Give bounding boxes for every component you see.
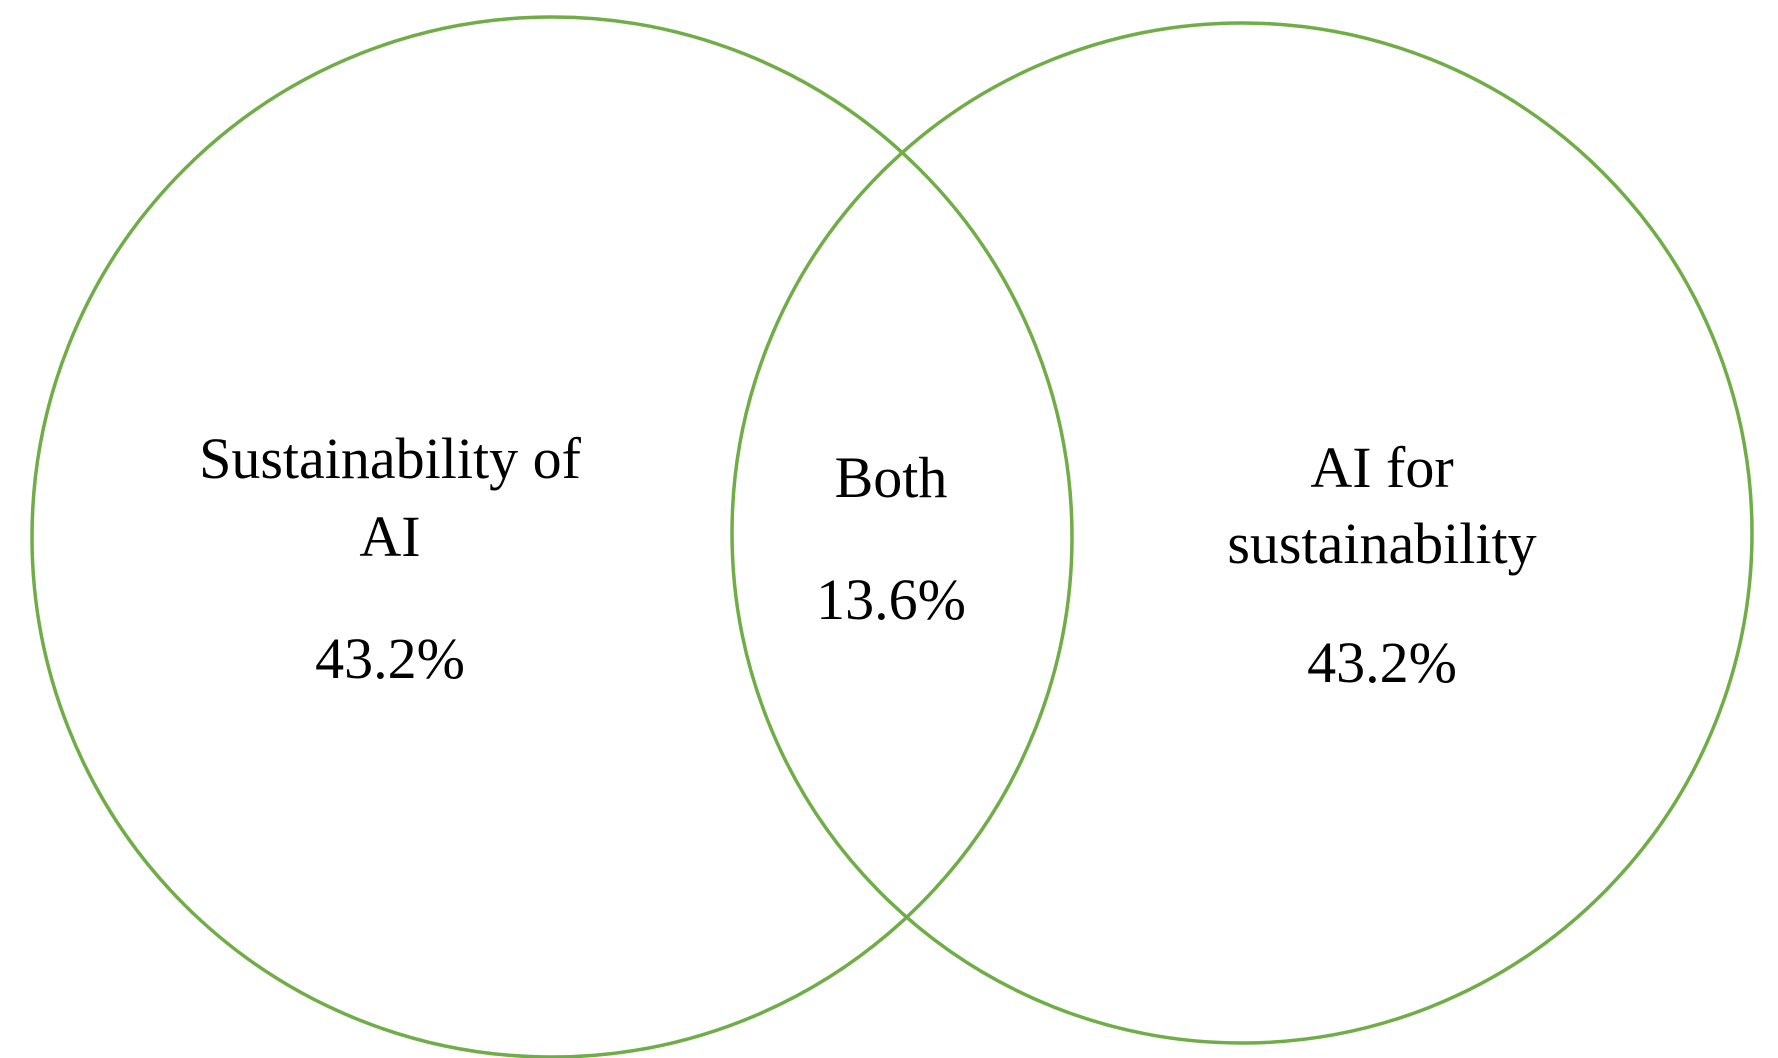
left-set-value: 43.2% xyxy=(315,626,465,691)
right-set-value: 43.2% xyxy=(1307,630,1457,695)
left-set-label-line1: Sustainability of xyxy=(199,426,582,491)
right-set-label-line2: sustainability xyxy=(1227,511,1536,576)
left-set-label-line2: AI xyxy=(359,504,420,569)
overlap-value: 13.6% xyxy=(816,567,966,632)
left-circle xyxy=(30,15,1074,1058)
overlap-label: Both xyxy=(835,445,948,510)
right-circle xyxy=(730,21,1754,1045)
right-set-label-line1: AI for xyxy=(1310,435,1453,500)
